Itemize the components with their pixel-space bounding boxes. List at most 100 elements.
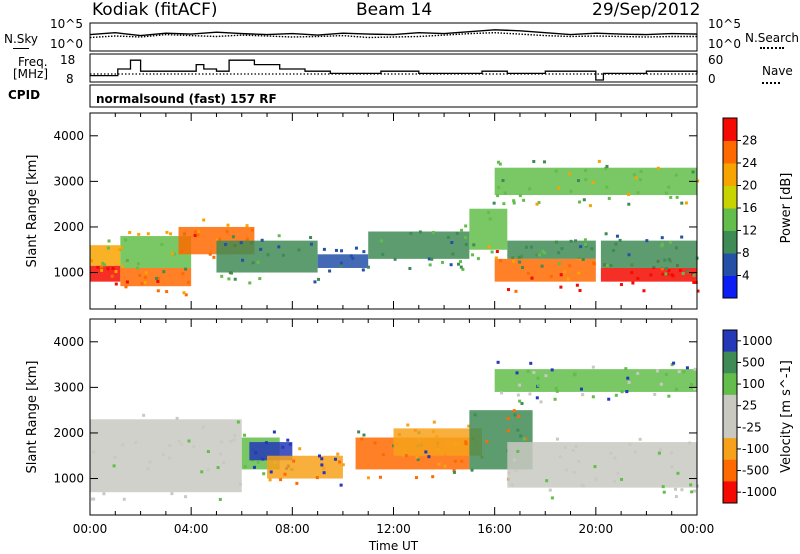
power-colorbar-cell	[723, 230, 737, 254]
velocity-speckle	[512, 458, 516, 462]
velocity-speckle	[286, 438, 290, 442]
cpid-panel-frame	[89, 84, 698, 108]
xtick-label: 00:00	[680, 522, 715, 536]
power-speckle	[430, 257, 434, 261]
velocity-speckle	[339, 483, 343, 487]
noise-tick-right-bottom: 10^0	[708, 37, 741, 51]
power-speckle	[604, 166, 608, 170]
power-speckle	[605, 185, 609, 189]
power-speckle	[239, 241, 243, 245]
velocity-speckle	[292, 459, 296, 463]
power-speckle	[460, 228, 464, 232]
power-speckle	[193, 234, 197, 238]
power-speckle	[529, 245, 533, 249]
velocity-speckle	[92, 450, 96, 454]
power-speckle	[503, 191, 507, 195]
power-band-13	[494, 167, 697, 196]
power-speckle	[607, 196, 611, 200]
power-speckle	[627, 193, 631, 197]
velocity-speckle	[460, 459, 464, 463]
power-ylabel: Slant Range [km]	[25, 155, 40, 268]
velocity-speckle	[558, 455, 562, 459]
power-speckle	[459, 265, 463, 269]
power-speckle	[666, 272, 670, 276]
velocity-speckle	[168, 443, 172, 447]
velocity-speckle	[664, 372, 668, 376]
velocity-speckle	[674, 495, 678, 499]
power-speckle	[568, 172, 572, 176]
velocity-speckle	[206, 450, 210, 454]
velocity-speckle	[690, 382, 694, 386]
power-speckle	[609, 263, 613, 267]
power-speckle	[100, 268, 104, 272]
power-speckle	[686, 269, 690, 273]
velocity-speckle	[336, 452, 340, 456]
power-speckle	[431, 230, 435, 234]
power-speckle	[125, 280, 129, 284]
power-speckle	[660, 267, 664, 271]
power-band-6	[317, 254, 369, 268]
power-speckle	[605, 164, 609, 168]
velocity-speckle	[378, 475, 382, 479]
power-speckle	[532, 159, 536, 163]
power-speckle	[197, 230, 201, 234]
power-speckle	[328, 269, 332, 273]
power-speckle	[156, 276, 160, 280]
velocity-speckle	[452, 469, 456, 473]
power-speckle	[241, 258, 245, 262]
power-speckle	[146, 232, 150, 236]
power-speckle	[138, 273, 142, 277]
freq-line	[90, 59, 698, 81]
velocity-speckle	[518, 383, 522, 387]
velocity-speckle	[682, 370, 686, 374]
power-speckle	[664, 266, 668, 270]
power-speckle	[260, 238, 264, 242]
beam-title: Beam 14	[356, 0, 433, 20]
velocity-speckle	[184, 495, 188, 499]
velocity-speckle	[406, 423, 410, 427]
power-speckle	[660, 244, 664, 248]
velocity-speckle	[134, 440, 138, 444]
velocity-speckle	[555, 389, 559, 393]
power-speckle	[528, 187, 532, 191]
power-speckle	[111, 266, 115, 270]
date-title: 29/Sep/2012	[592, 0, 701, 20]
cpid-label: CPID	[8, 88, 41, 102]
velocity-colorbar-cell	[723, 438, 737, 461]
velocity-speckle	[161, 453, 165, 457]
power-speckle	[124, 238, 128, 242]
velocity-speckle	[659, 382, 663, 386]
velocity-speckle	[572, 470, 576, 474]
velocity-speckle	[693, 387, 697, 391]
velocity-speckle	[577, 459, 581, 463]
velocity-speckle	[553, 397, 557, 401]
velocity-speckle	[322, 466, 326, 470]
velocity-speckle	[693, 489, 697, 493]
velocity-ytick-label: 1000	[53, 472, 84, 486]
power-speckle	[186, 280, 190, 284]
velocity-speckle	[464, 442, 468, 446]
velocity-speckle	[536, 376, 540, 380]
power-speckle	[233, 277, 237, 281]
freq-panel-frame	[89, 53, 698, 83]
velocity-colorbar-label: 500	[742, 355, 765, 369]
velocity-speckle	[636, 371, 640, 375]
power-speckle	[636, 276, 640, 280]
freq-tick-top: 18	[60, 53, 76, 67]
power-speckle	[499, 259, 503, 263]
power-band-10	[507, 240, 596, 259]
power-speckle	[563, 270, 567, 274]
power-speckle	[611, 248, 615, 252]
axes: 00:00 04:00 08:00 12:00 16:00 20:00 00:00 Time …	[73, 522, 715, 553]
power-speckle	[684, 201, 688, 205]
velocity-speckle	[473, 413, 477, 417]
velocity-speckle	[672, 361, 676, 365]
power-speckle	[143, 275, 147, 279]
velocity-speckle	[620, 477, 624, 481]
power-speckle	[160, 243, 164, 247]
velocity-speckle	[381, 453, 385, 457]
velocity-band-7	[507, 442, 697, 488]
station-title: Kodiak (fitACF)	[92, 0, 218, 20]
velocity-speckle	[112, 464, 116, 468]
